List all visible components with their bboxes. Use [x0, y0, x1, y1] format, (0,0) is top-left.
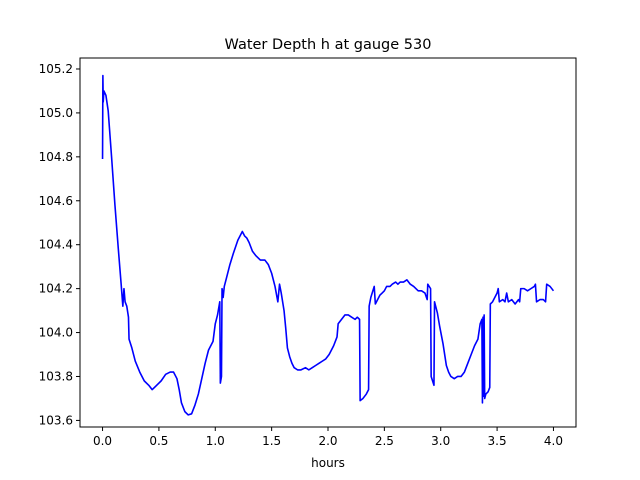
x-tick-label: 4.0 [544, 434, 563, 448]
y-tick-label: 105.0 [39, 106, 73, 120]
x-tick-label: 2.0 [318, 434, 337, 448]
x-tick-label: 3.0 [431, 434, 450, 448]
x-tick-label: 1.5 [262, 434, 281, 448]
y-tick-label: 104.2 [39, 282, 73, 296]
plot-frame [79, 57, 577, 428]
x-tick-label: 0.5 [149, 434, 168, 448]
x-tick-label: 1.0 [206, 434, 225, 448]
y-tick-label: 104.8 [39, 150, 73, 164]
x-tick-label: 0.0 [93, 434, 112, 448]
series-line-0 [101, 74, 555, 416]
y-tick-label: 103.8 [39, 369, 73, 383]
y-tick-label: 105.2 [39, 62, 73, 76]
y-tick-label: 104.0 [39, 326, 73, 340]
y-tick-label: 104.6 [39, 194, 73, 208]
series-layer [101, 74, 555, 416]
chart-title: Water Depth h at gauge 530 [225, 37, 432, 53]
x-axis-label: hours [311, 456, 345, 470]
x-tick-label: 3.5 [488, 434, 507, 448]
y-axis: 103.6 103.8 104.0 104.2 104.4 104.6 104.8 105.0… [39, 62, 80, 427]
x-axis: 0.0 0.5 1.0 1.5 2.0 2.5 3.0 3.5 4.0 [93, 427, 563, 448]
y-tick-label: 103.6 [39, 413, 73, 427]
y-tick-label: 104.4 [39, 238, 73, 252]
x-tick-label: 2.5 [375, 434, 394, 448]
